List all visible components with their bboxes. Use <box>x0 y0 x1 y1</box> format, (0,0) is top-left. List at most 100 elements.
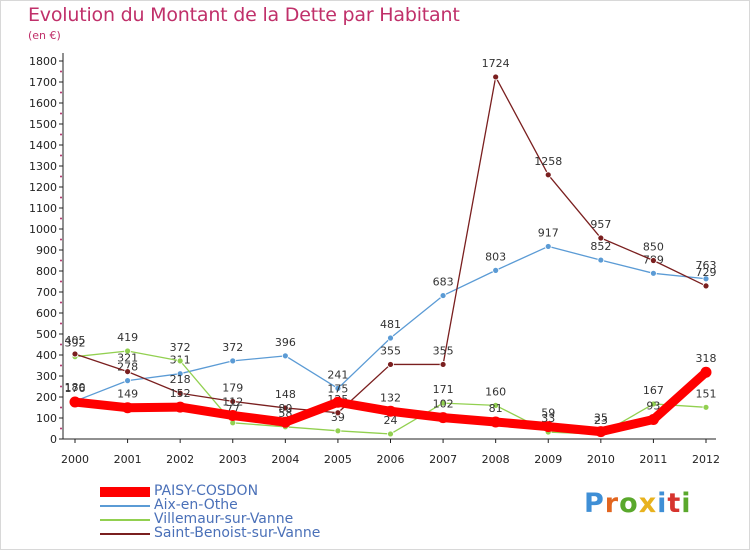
y-minor-tick <box>60 175 62 178</box>
data-label-aix-en-othe: 763 <box>696 259 717 272</box>
data-label-saint-benoist-sur-vanne: 957 <box>590 218 611 231</box>
data-label-paisy-cosdon: 102 <box>433 398 454 411</box>
data-label-saint-benoist-sur-vanne: 355 <box>380 344 401 357</box>
data-label-villemaur-sur-vanne: 39 <box>331 411 345 424</box>
data-point-villemaur-sur-vanne <box>387 430 394 438</box>
data-label-aix-en-othe: 241 <box>327 368 348 381</box>
y-tick-label: 300 <box>36 370 57 383</box>
data-label-paisy-cosdon: 112 <box>222 395 243 408</box>
data-label-saint-benoist-sur-vanne: 1258 <box>534 155 562 168</box>
data-point-paisy-cosdon <box>69 396 81 408</box>
data-label-saint-benoist-sur-vanne: 321 <box>117 352 138 365</box>
data-point-saint-benoist-sur-vanne <box>281 404 289 412</box>
y-tick-label: 1600 <box>29 97 57 110</box>
x-tick-label: 2005 <box>324 453 352 466</box>
data-label-aix-en-othe: 180 <box>65 381 86 394</box>
y-tick-label: 200 <box>36 391 57 404</box>
data-label-paisy-cosdon: 93 <box>646 399 660 412</box>
data-label-aix-en-othe: 683 <box>433 276 454 289</box>
y-tick-label: 800 <box>36 265 57 278</box>
data-point-paisy-cosdon <box>700 366 712 378</box>
data-label-villemaur-sur-vanne: 392 <box>65 337 86 350</box>
y-minor-tick <box>60 427 62 430</box>
data-point-saint-benoist-sur-vanne <box>650 257 657 264</box>
data-point-saint-benoist-sur-vanne <box>702 282 710 290</box>
x-tick-label: 2000 <box>61 453 89 466</box>
y-minor-tick <box>60 217 62 220</box>
data-point-aix-en-othe <box>281 352 289 360</box>
data-label-villemaur-sur-vanne: 160 <box>485 385 506 398</box>
x-tick-label: 2008 <box>482 453 510 466</box>
data-label-paisy-cosdon: 175 <box>327 382 348 395</box>
data-label-paisy-cosdon: 176 <box>65 382 86 395</box>
data-label-villemaur-sur-vanne: 171 <box>433 383 454 396</box>
data-point-paisy-cosdon <box>595 426 607 438</box>
legend-item: Saint-Benoist-sur-Vanne <box>100 525 360 541</box>
logo-letter: i <box>681 488 692 519</box>
y-minor-tick <box>60 112 62 115</box>
data-label-paisy-cosdon: 318 <box>696 352 717 365</box>
data-label-villemaur-sur-vanne: 24 <box>384 414 398 427</box>
data-label-saint-benoist-sur-vanne: 218 <box>170 373 191 386</box>
logo-letter: t <box>667 488 682 519</box>
x-tick-label: 2011 <box>639 453 667 466</box>
logo-letter: i <box>657 488 668 519</box>
data-point-saint-benoist-sur-vanne <box>176 389 184 397</box>
data-point-paisy-cosdon <box>122 402 134 414</box>
y-tick-label: 600 <box>36 307 57 320</box>
data-label-saint-benoist-sur-vanne: 729 <box>696 266 717 279</box>
data-label-aix-en-othe: 396 <box>275 336 296 349</box>
x-tick-label: 2004 <box>271 453 299 466</box>
data-point-saint-benoist-sur-vanne <box>387 361 394 368</box>
y-minor-tick <box>60 280 62 283</box>
logo-letter: x <box>638 488 658 519</box>
data-point-aix-en-othe <box>176 370 184 378</box>
x-tick-label: 2009 <box>534 453 562 466</box>
data-label-aix-en-othe: 481 <box>380 318 401 331</box>
data-label-saint-benoist-sur-vanne: 1724 <box>482 57 510 70</box>
y-minor-tick <box>60 91 62 94</box>
y-minor-tick <box>60 322 62 325</box>
y-minor-tick <box>60 133 62 136</box>
y-tick-label: 1400 <box>29 139 57 152</box>
data-label-paisy-cosdon: 80 <box>278 402 292 415</box>
legend-swatch <box>100 487 150 497</box>
legend-label: Villemaur-sur-Vanne <box>154 511 294 527</box>
data-label-villemaur-sur-vanne: 372 <box>170 341 191 354</box>
data-label-saint-benoist-sur-vanne: 405 <box>65 334 86 347</box>
y-minor-tick <box>60 259 62 262</box>
chart-unit: (en €) <box>28 29 61 42</box>
data-point-paisy-cosdon <box>227 409 239 421</box>
legend-swatch <box>100 533 150 535</box>
data-label-aix-en-othe: 372 <box>222 341 243 354</box>
data-label-paisy-cosdon: 35 <box>594 412 608 425</box>
logo-letter: o <box>619 488 639 519</box>
x-tick-label: 2010 <box>587 453 615 466</box>
data-point-aix-en-othe <box>439 292 447 299</box>
legend-swatch <box>100 519 150 521</box>
data-point-saint-benoist-sur-vanne <box>229 398 237 405</box>
data-point-paisy-cosdon <box>174 401 186 413</box>
x-tick-label: 2012 <box>692 453 720 466</box>
data-point-saint-benoist-sur-vanne <box>334 409 342 417</box>
x-tick-label: 2002 <box>166 453 194 466</box>
data-label-villemaur-sur-vanne: 151 <box>696 387 717 400</box>
data-label-aix-en-othe: 917 <box>538 226 559 239</box>
logo-letter: r <box>604 488 620 519</box>
data-label-aix-en-othe: 852 <box>590 240 611 253</box>
x-tick-label: 2003 <box>219 453 247 466</box>
data-point-aix-en-othe <box>650 269 657 277</box>
x-tick-label: 2001 <box>114 453 142 466</box>
legend-swatch <box>100 505 150 507</box>
proxiti-logo: Proxiti <box>584 488 692 519</box>
data-point-aix-en-othe <box>387 334 394 342</box>
y-tick-label: 1700 <box>29 76 57 89</box>
data-point-saint-benoist-sur-vanne <box>597 234 605 242</box>
data-label-paisy-cosdon: 149 <box>117 388 138 401</box>
data-point-paisy-cosdon <box>647 413 659 425</box>
data-point-villemaur-sur-vanne <box>439 399 447 407</box>
data-point-saint-benoist-sur-vanne <box>439 361 447 368</box>
y-minor-tick <box>60 70 62 73</box>
